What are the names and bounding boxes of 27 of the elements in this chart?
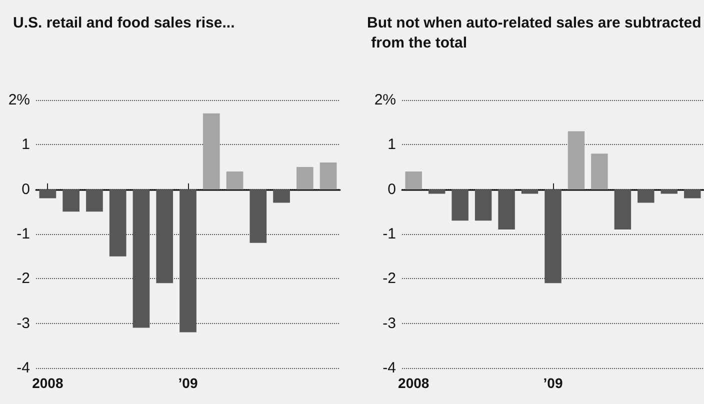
bar bbox=[320, 162, 337, 190]
x-tick-label: 2008 bbox=[398, 375, 430, 391]
y-tick-label: -1 bbox=[382, 226, 396, 242]
y-tick-label: -2 bbox=[382, 270, 396, 288]
bar bbox=[202, 113, 220, 190]
bar bbox=[405, 171, 422, 190]
y-tick-label: 1 bbox=[22, 136, 30, 154]
x-tick-label: ’09 bbox=[543, 375, 563, 391]
x-tick-label: ’09 bbox=[178, 375, 198, 391]
y-tick-label: -4 bbox=[16, 360, 30, 376]
y-tick-label: 2% bbox=[8, 92, 30, 108]
bar bbox=[568, 131, 585, 190]
bar bbox=[226, 171, 244, 190]
y-tick-label: 2% bbox=[374, 92, 396, 108]
y-tick-label: 0 bbox=[388, 180, 396, 198]
bar bbox=[296, 167, 314, 190]
bar bbox=[591, 154, 608, 190]
chart-title: U.S. retail and food sales rise... bbox=[13, 14, 235, 32]
y-tick-label: -2 bbox=[16, 270, 30, 288]
y-tick-label: -1 bbox=[16, 226, 30, 242]
x-tick-label: 2008 bbox=[32, 375, 64, 391]
y-tick-label: 0 bbox=[22, 180, 30, 198]
y-tick-label: -4 bbox=[382, 360, 396, 376]
y-tick-label: -3 bbox=[16, 314, 30, 332]
chart-title: But not when auto-related sales are subtracted from the total bbox=[367, 14, 702, 52]
y-tick-label: 1 bbox=[388, 136, 396, 154]
y-tick-label: -3 bbox=[382, 314, 396, 332]
